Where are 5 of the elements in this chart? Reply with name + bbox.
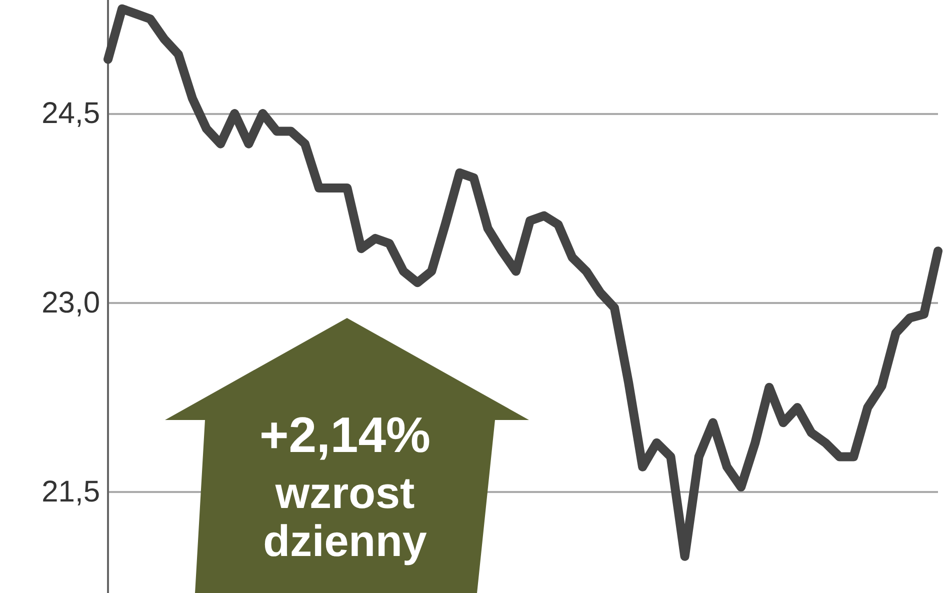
y-tick-label: 23,0	[42, 286, 100, 320]
annotation: +2,14%	[258, 407, 432, 463]
annotation: wzrost dzienny	[262, 469, 428, 567]
y-tick-label: 21,5	[42, 476, 100, 509]
y-tick-label: 24,5	[42, 97, 100, 130]
